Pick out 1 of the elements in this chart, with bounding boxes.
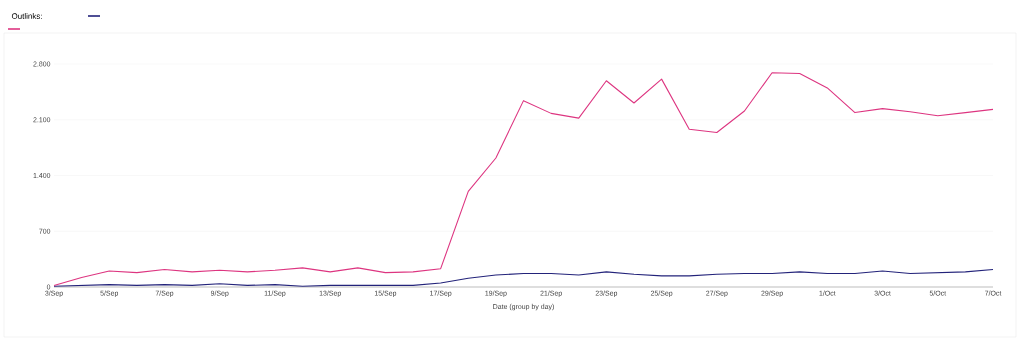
line-series	[53, 72, 994, 286]
